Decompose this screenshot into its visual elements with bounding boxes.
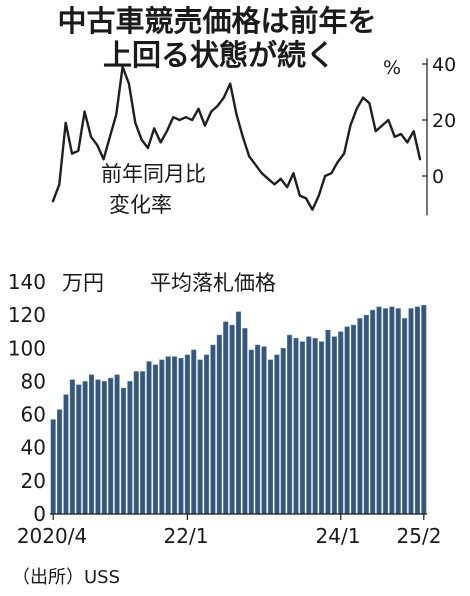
bar-2022/8	[229, 324, 235, 515]
bar-2020/7	[69, 379, 75, 515]
bar-2023/1	[261, 346, 267, 515]
line-chart: 0 20 40 % 前年同月比 変化率	[51, 54, 456, 217]
bar-2022/11	[248, 349, 254, 515]
bar-chart-title: 平均落札価格	[150, 271, 276, 295]
line-y-tick-label: 20	[432, 110, 456, 132]
line-y-tick-label: 0	[432, 166, 444, 188]
bar-2021/4	[127, 381, 133, 515]
bar-2022/4	[204, 354, 210, 515]
bar-2020/12	[101, 381, 107, 515]
bar-2022/7	[223, 321, 229, 515]
bar-2020/9	[82, 381, 88, 515]
bar-2023/8	[306, 336, 312, 515]
bar-2023/4	[280, 348, 286, 515]
source-note: （出所）USS	[12, 567, 121, 588]
bar-2024/7	[376, 306, 382, 515]
bar-2024/10	[395, 308, 401, 515]
bar-2021/2	[114, 374, 120, 515]
bar-2020/11	[95, 379, 101, 515]
line-y-tick-label: 40	[432, 54, 456, 76]
bar-x-tick-label: 2020/4	[17, 524, 87, 548]
bar-2023/9	[312, 338, 318, 515]
bar-series	[50, 304, 427, 515]
bar-2023/11	[325, 329, 331, 515]
bar-2023/5	[287, 334, 293, 515]
line-unit-label: %	[383, 57, 401, 79]
bar-2024/4	[357, 318, 363, 515]
bar-2021/8	[152, 364, 158, 515]
bar-2024/6	[370, 309, 376, 515]
bar-unit-label: 万円	[62, 271, 104, 295]
bar-y-tick-label: 80	[21, 369, 46, 393]
bar-2024/9	[389, 306, 395, 515]
bar-2020/8	[76, 384, 82, 515]
bar-2024/1	[338, 331, 344, 515]
bar-2022/1	[184, 354, 190, 515]
bar-2020/10	[88, 374, 95, 515]
bar-2021/11	[172, 356, 178, 515]
bar-2023/7	[299, 341, 305, 515]
bar-2025/1	[414, 306, 420, 515]
bar-2025/2	[421, 304, 427, 515]
bar-x-axis: 2020/4 22/1 24/1 25/2	[17, 514, 442, 548]
bar-2023/12	[331, 336, 337, 515]
bar-2023/3	[274, 354, 280, 515]
bar-2023/2	[267, 359, 273, 515]
bar-y-tick-label: 120	[8, 303, 46, 327]
bar-2024/12	[408, 308, 414, 515]
bar-y-tick-label: 60	[21, 403, 46, 427]
bar-2024/5	[363, 314, 369, 515]
bar-2021/9	[159, 359, 165, 515]
line-y-axis: 0 20 40	[422, 54, 456, 216]
bar-2021/1	[108, 377, 114, 515]
bar-2022/9	[235, 311, 242, 515]
bar-x-tick-label: 22/1	[164, 524, 209, 548]
bar-2021/5	[133, 371, 139, 515]
bar-x-tick-label: 25/2	[397, 524, 442, 548]
bar-2020/6	[63, 394, 69, 515]
line-series-label-2: 変化率	[109, 193, 172, 217]
bar-2021/6	[140, 371, 146, 515]
bar-2021/12	[178, 357, 184, 515]
bar-2023/6	[293, 338, 299, 515]
bar-2020/4	[50, 419, 56, 515]
bar-2021/3	[120, 387, 127, 515]
bar-y-tick-label: 40	[21, 436, 46, 460]
bar-y-tick-label: 100	[8, 336, 46, 360]
bar-y-tick-label: 20	[21, 469, 46, 493]
bar-2022/5	[210, 344, 216, 515]
bar-y-tick-label: 0	[33, 502, 46, 526]
chart-title-line1: 中古車競売価格は前年を	[57, 4, 377, 38]
series-line-yoy-change	[51, 65, 422, 211]
bar-y-tick-label: 140	[8, 270, 46, 294]
chart-title-line2: 上回る状態が続く	[102, 38, 335, 72]
bar-2021/7	[146, 361, 152, 515]
bar-2022/2	[191, 349, 197, 515]
bar-2024/3	[350, 324, 357, 515]
bar-2020/5	[57, 409, 63, 515]
bar-2021/10	[165, 356, 171, 515]
bar-chart: 0 20 40 60 80 100 120 140 2020/4 22/1 24/1 25/2 万円…	[8, 270, 442, 548]
bar-2024/8	[382, 308, 389, 515]
bar-x-tick-label: 24/1	[316, 524, 361, 548]
bar-2022/12	[255, 344, 261, 515]
bar-2022/10	[242, 328, 248, 515]
bar-2022/3	[197, 359, 203, 515]
bar-2024/2	[344, 326, 350, 515]
bar-2023/10	[319, 341, 325, 515]
bar-2024/11	[402, 318, 408, 515]
bar-2022/6	[216, 334, 222, 515]
line-series-label-1: 前年同月比	[101, 162, 206, 186]
bar-y-axis: 0 20 40 60 80 100 120 140	[8, 270, 46, 526]
